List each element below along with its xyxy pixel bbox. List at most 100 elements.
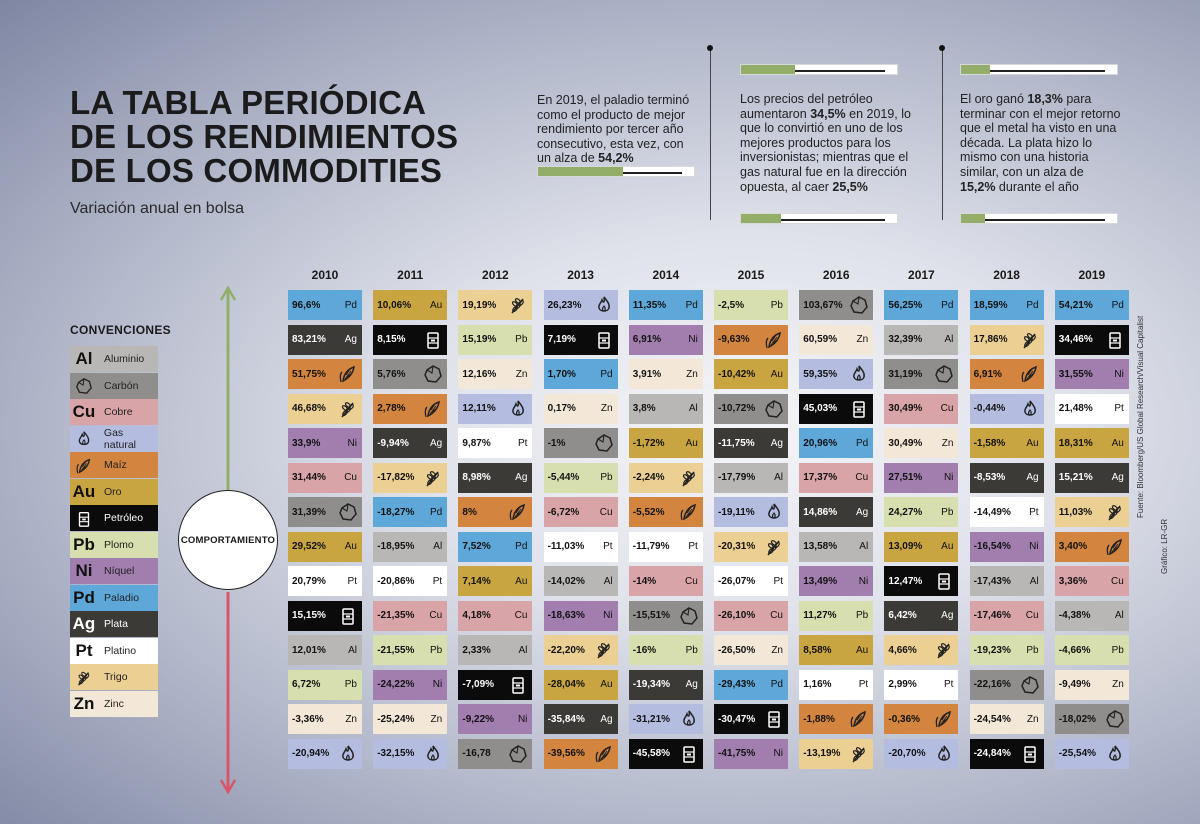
cell-value: -6,72%	[547, 506, 580, 518]
commodity-cell: 46,68%	[288, 393, 362, 424]
flame-icon	[427, 745, 440, 761]
cell-value: 34,46%	[1058, 334, 1093, 345]
cell-value: 12,11%	[462, 403, 496, 414]
cell-value: -17,82%	[377, 472, 415, 483]
cell-value: -9,94%	[377, 437, 409, 449]
cell-value: -3,36%	[292, 713, 324, 725]
cell-value: 103,67%	[803, 299, 843, 311]
oil-bar	[740, 64, 898, 75]
commodity-cell: -26,10% Cu	[714, 600, 788, 631]
cell-value: 18,31%	[1058, 437, 1093, 449]
gas-bar	[740, 213, 898, 224]
cell-value: 12,01%	[292, 644, 326, 656]
legend-item: Petróleo	[70, 505, 158, 531]
legend-label: Plomo	[104, 538, 134, 551]
gold-bar	[960, 64, 1118, 75]
commodity-cell: -11,75% Ag	[714, 428, 788, 458]
cell-symbol: Zn	[515, 368, 528, 380]
oil-bar-fill	[741, 65, 795, 74]
note-oil-text-a: Los precios del petróleo aumentaron	[740, 92, 873, 121]
cell-value: -5,44%	[547, 472, 580, 483]
subtitle: Variación anual en bolsa	[70, 200, 245, 217]
behavior-arrow	[219, 285, 237, 795]
cell-symbol: Pd	[855, 437, 869, 449]
cell-value: 8,15%	[377, 334, 406, 345]
oil-icon-badge	[764, 709, 784, 729]
commodity-cell: 29,52% Au	[288, 531, 362, 562]
cell-value: -20,86%	[377, 575, 415, 587]
wheat-icon	[682, 470, 695, 486]
cell-value: 54,21%	[1058, 299, 1093, 311]
legend-label: Maíz	[104, 459, 127, 471]
commodity-cell: -15,51%	[628, 600, 703, 631]
cell-value: 31,39%	[292, 506, 326, 518]
cell-value: 4,18%	[462, 610, 491, 621]
cell-value: 20,79%	[292, 575, 326, 587]
cell-value: 17,86%	[973, 334, 1008, 345]
cell-value: -26,50%	[718, 644, 756, 656]
cell-value: -9,22%	[462, 713, 495, 725]
commodity-cell: 31,39%	[288, 497, 362, 527]
wheat-icon	[78, 671, 90, 686]
commodity-cell: 21,48% Pt	[1054, 393, 1129, 424]
cell-value: 1,70%	[547, 368, 576, 380]
oil-barrel-icon	[512, 676, 525, 694]
cell-value: 3,8%	[632, 403, 656, 414]
cell-value: 10,06%	[377, 299, 412, 311]
commodity-cell: 3,40%	[1054, 531, 1129, 562]
oil-barrel-icon	[938, 573, 951, 590]
commodity-cell: 31,55% Ni	[1054, 359, 1129, 389]
silver-bar-fill	[961, 214, 985, 223]
cell-symbol: Cu	[940, 403, 954, 414]
oil-icon-badge	[338, 606, 358, 626]
cell-symbol: Al	[433, 541, 443, 552]
cell-value: 8,58%	[803, 644, 832, 656]
corn-icon	[339, 365, 355, 383]
commodity-cell: -16,54% Ni	[969, 531, 1044, 562]
cell-value: -4,38%	[1058, 610, 1091, 621]
cell-symbol: Zn	[686, 368, 698, 380]
cell-symbol: Ni	[688, 334, 698, 345]
cell-value: -29,43%	[718, 679, 756, 690]
commodity-cell: -2,5% Pb	[714, 290, 788, 320]
flame-icon	[768, 503, 780, 519]
cell-symbol: Ag	[770, 437, 783, 449]
cell-value: -20,70%	[888, 748, 926, 759]
commodity-cell: 6,91% Ni	[628, 324, 703, 355]
cell-symbol: Pd	[941, 299, 954, 311]
cell-symbol: Pb	[344, 679, 357, 690]
wheat-icon	[426, 470, 440, 486]
commodity-cell: 60,59% Zn	[799, 324, 874, 355]
commodity-cell: -30,47%	[714, 704, 788, 734]
cell-value: 33,9%	[292, 437, 321, 449]
commodity-cell: 13,09% Au	[884, 531, 959, 562]
commodity-cell: 5,76%	[373, 359, 448, 389]
cell-symbol: Cu	[685, 575, 698, 587]
legend-item: Gas natural	[70, 425, 158, 452]
commodity-cell: 7,19%	[543, 324, 618, 355]
flame-icon	[342, 745, 354, 761]
cell-symbol: Pd	[685, 299, 698, 311]
cell-value: 2,33%	[462, 644, 491, 656]
commodity-cell: -26,50% Zn	[714, 635, 788, 665]
cell-value: -26,10%	[718, 610, 756, 621]
commodity-cell: -20,86% Pt	[373, 566, 448, 596]
cell-value: 31,44%	[292, 472, 326, 483]
commodity-cell: 1,16% Pt	[799, 669, 874, 700]
oil-icon-badge	[679, 744, 699, 764]
cell-value: -16,78	[462, 748, 491, 759]
commodity-cell: -5,52%	[628, 497, 703, 527]
legend-item: Zn Zinc	[70, 690, 158, 717]
commodity-cell: -19,11%	[714, 497, 788, 527]
cell-value: 17,37%	[803, 472, 838, 483]
legend-symbol: Ni	[75, 561, 93, 580]
cell-symbol: Zn	[600, 403, 613, 414]
cell-value: -18,02%	[1058, 713, 1097, 725]
commodity-cell: -21,35% Cu	[373, 600, 448, 631]
commodity-cell: -24,22% Ni	[373, 669, 448, 700]
wheat-icon	[1108, 505, 1121, 521]
commodity-cell: -35,84% Ag	[543, 704, 618, 734]
cell-value: -10,72%	[718, 403, 756, 414]
cell-value: 7,14%	[462, 575, 491, 587]
flame-icon	[1108, 745, 1121, 761]
